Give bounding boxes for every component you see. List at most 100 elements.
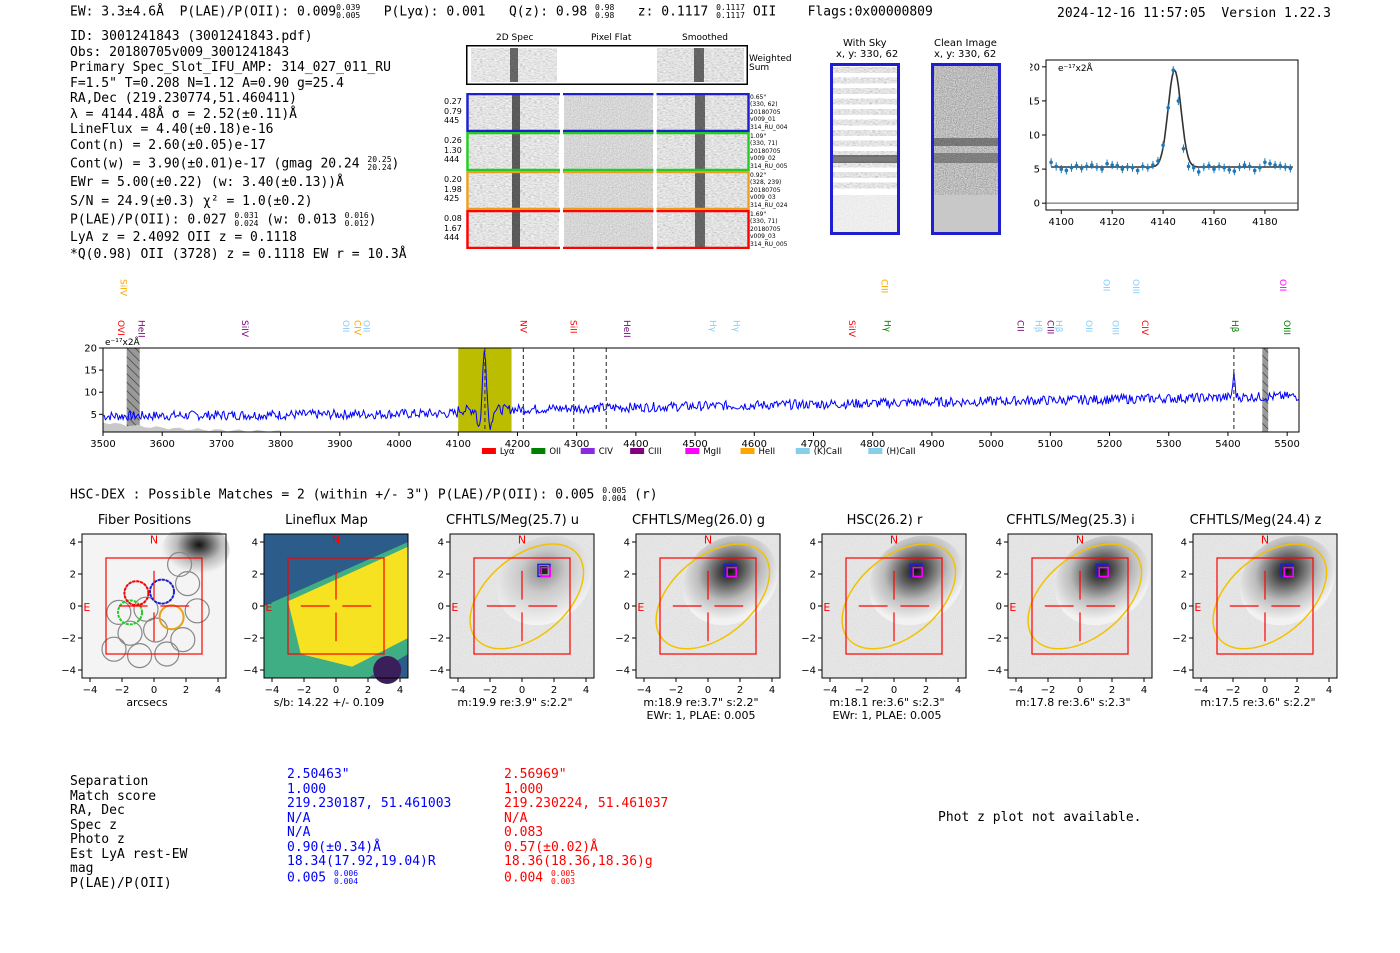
stamp-xtick-label: 4 — [955, 685, 961, 696]
fit-point — [1263, 160, 1267, 165]
stamp-ytick-label: −2 — [61, 634, 76, 645]
cutout-row-left-label: 0.26 1.30 444 — [444, 136, 462, 165]
stamp-xtick-label: −4 — [265, 685, 280, 696]
header-z: z: 0.1117 — [637, 4, 709, 20]
stamp-xtick-label: 4 — [1141, 685, 1147, 696]
info-contn: Cont(n) = 2.60(±0.05)e-17 — [70, 137, 266, 153]
cutout-right-value: v009_03 — [750, 194, 776, 202]
match-label: RA, Dec — [70, 803, 125, 818]
spectrum-xtick-label: 4600 — [742, 439, 767, 450]
stamp-east-label: E — [637, 601, 644, 614]
fiber-galaxy — [161, 532, 230, 576]
info-contw-hi: 20.25 — [367, 155, 392, 164]
cutout-left-value: 444 — [444, 233, 460, 242]
cutout-col-2d: 2D Spec — [496, 33, 534, 43]
match-value-row: 0.005 0.006 0.004 — [287, 869, 451, 886]
cutout-row-left-label: 0.08 1.67 444 — [444, 214, 462, 243]
fiber-circle — [101, 636, 127, 662]
stamp-xlabel: arcsecs — [126, 696, 168, 709]
spectrum-xtick-label: 4000 — [386, 439, 411, 450]
header-plae: P(LAE)/P(OII): 0.009 — [179, 4, 337, 20]
fit-point — [1140, 164, 1145, 169]
header-z-line: OII — [752, 4, 777, 20]
cutout-row-image — [466, 171, 750, 210]
header-flags: Flags:0x00000809 — [807, 4, 933, 20]
spectrum-line-label: SiIV — [239, 320, 249, 338]
fiber-circle — [142, 617, 169, 643]
stamp-ytick-label: 2 — [624, 570, 630, 581]
fiber-circle — [167, 551, 193, 578]
fit-point — [1288, 166, 1293, 171]
fit-ytick-label: 20 — [1030, 62, 1040, 73]
spectrum-line-label-text: OII — [1083, 320, 1093, 332]
legend-swatch — [580, 448, 595, 454]
header-z-hi: 0.1117 — [716, 3, 745, 12]
fit-point — [1120, 167, 1125, 171]
fiber-circle — [133, 596, 159, 622]
info-contw-end: ) — [391, 156, 400, 172]
fit-point — [1115, 163, 1120, 168]
cutout-right-value: 20180705 — [750, 225, 781, 233]
fit-xtick-label: 4180 — [1252, 217, 1277, 228]
match-label: Est LyA rest-EW — [70, 846, 188, 862]
stamp-ytick-label: 4 — [252, 538, 258, 549]
spectrum-line-label-text: OIII — [1281, 320, 1291, 335]
spectrum-line-label: Hγ — [707, 320, 717, 333]
clean-image — [931, 63, 1001, 235]
info-lya: LyA z = 2.4092 OII z = 0.1118 — [70, 230, 297, 245]
cutout-right-value: 1.09" — [750, 133, 767, 140]
fit-point — [1283, 165, 1288, 169]
spectrum-xtick-label: 4200 — [505, 439, 530, 450]
spectrum-line-label: CIII — [879, 279, 889, 293]
lineflux-low — [373, 656, 402, 684]
hsc-title-row: HSC-DEX : Possible Matches = 2 (within +… — [70, 487, 658, 503]
stamp-xtick-label: 4 — [1326, 685, 1332, 696]
stamp-xtick-label: −2 — [669, 685, 684, 696]
fit-point — [1090, 163, 1094, 167]
fit-ytick-label: 0 — [1034, 199, 1040, 210]
stamp-east-label: E — [1009, 601, 1016, 614]
spectrum-xtick-label: 4100 — [446, 439, 471, 450]
fit-point — [1186, 164, 1191, 169]
match-value: 1.000 — [287, 781, 327, 797]
header-qz-lo: 0.98 — [595, 11, 615, 20]
fit-point — [1161, 143, 1165, 148]
stamp-image: N E −4 −2 0 2 4 4 2 0 −2 −4 — [987, 533, 1153, 696]
spectrum-line-label-text: HeII — [135, 320, 145, 338]
stamp-ytick-label: −2 — [429, 634, 444, 645]
cutout-left-value: 1.30 — [444, 145, 462, 155]
header-timestamp-block: 2024-12-16 11:57:05 Version 1.22.3 — [1057, 6, 1331, 22]
stamp-xtick-label: 0 — [891, 685, 897, 696]
match-labels: Separation Match score RA, Dec Spec z Photo … — [70, 774, 188, 891]
stamp-xtick-label: 0 — [1262, 685, 1268, 696]
stamp-ytick-label: −4 — [429, 666, 444, 677]
cutout-right-value: (328, 239) — [750, 179, 782, 187]
stamp-xtick-label: 0 — [333, 685, 339, 696]
match-value: 0.004 — [504, 870, 544, 885]
stamp-extraction-box — [659, 557, 757, 655]
stamp-source — [539, 566, 548, 574]
line-fit-chart: 4100 4120 4140 4160 4180 0 5 10 15 20 e⁻¹⁷x2Å — [1030, 59, 1299, 228]
stamp-xtick-label: 2 — [1109, 685, 1115, 696]
fit-point — [1227, 167, 1232, 172]
stamp-aperture-ellipse — [469, 543, 585, 650]
cutout-left-value: 444 — [444, 155, 460, 164]
match-frac: 0.005 0.003 — [551, 869, 575, 886]
legend-label: CIII — [648, 447, 661, 457]
stamp-panel: Lineflux Map N E −4 −2 0 2 4 4 2 0 −2 −4 s/b: 14.22 +… — [224, 510, 424, 725]
spectrum-xtick-label: 3700 — [209, 439, 234, 450]
fit-point — [1130, 165, 1135, 170]
spectrum-ytick-label: 10 — [84, 388, 97, 399]
stamp-ytick-label: 4 — [1181, 538, 1187, 549]
stamp-ytick-label: −4 — [1172, 666, 1187, 677]
stamp-aperture-ellipse — [1212, 543, 1328, 650]
stamp-title: CFHTLS/Meg(25.3) i — [1006, 513, 1135, 528]
stamp-ytick-label: 2 — [996, 570, 1002, 581]
cutout-row: 0.26 1.30 444 1.09" (330, 71) 20180705 v009_02… — [444, 132, 806, 171]
match-value: 2.50463" — [287, 767, 350, 782]
spectrum-line-label-text: SiIV — [118, 279, 128, 297]
fit-point — [1125, 165, 1130, 169]
fit-point — [1064, 168, 1069, 173]
stamp-ytick-label: 0 — [252, 602, 258, 613]
stamp-image: N E −4 −2 0 2 4 4 2 0 −2 −4 — [429, 533, 595, 696]
